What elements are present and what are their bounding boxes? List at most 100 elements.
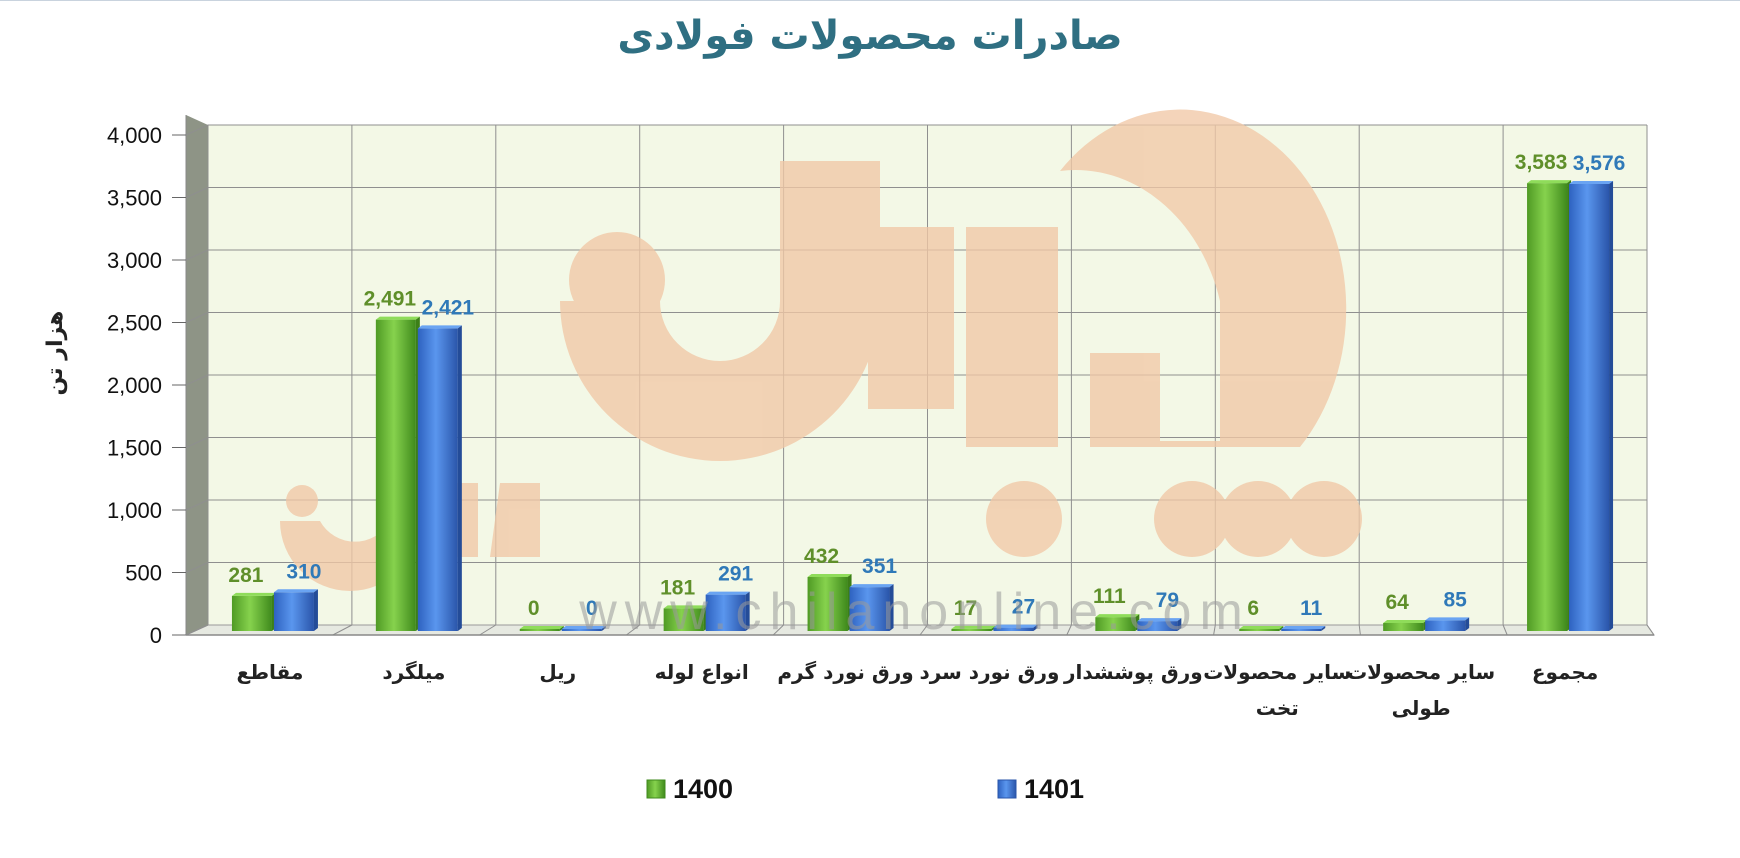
data-label-1400-5: 432 [804,545,839,568]
bar-1401-7-side [1177,618,1182,631]
bar-1400-3-side [559,626,564,631]
data-label-1401-5: 351 [862,555,897,578]
gridline-floor [1358,624,1361,636]
gridline-floor [626,624,641,636]
x-tick-label: سایر محصولات [1203,660,1351,684]
bar-1400-8 [1239,629,1280,631]
bar-1401-6-side [1033,624,1038,631]
chart-title: صادرات محصولات فولادی [617,13,1122,59]
gridline-wall [185,374,209,386]
bar-1401-2-top [417,325,462,329]
bar-1400-5 [807,577,848,631]
x-tick-label: ریل [539,660,576,684]
bar-1400-10 [1527,183,1568,631]
bar-1401-10 [1569,184,1610,631]
data-label-1400-6: 17 [954,597,977,620]
legend-label-1401: 1401 [1024,774,1084,804]
data-label-1401-6: 27 [1012,596,1035,619]
data-label-1401-10: 3,576 [1573,152,1626,175]
bar-1400-10-top [1527,180,1572,184]
gridline-wall [185,187,209,198]
gridline-wall [185,562,209,573]
bar-1401-1 [273,592,314,631]
gridline-floor [1066,624,1072,636]
gridline-wall [185,312,209,323]
bar-1401-1-top [273,589,318,593]
x-tick-label: مجموع [1532,660,1598,684]
bar-1401-8 [1281,629,1322,631]
data-label-1400-1: 281 [228,564,263,587]
gridline-floor [919,624,928,636]
gridline-floor [479,624,497,636]
bar-1401-3 [561,629,602,631]
bar-1401-9 [1425,620,1466,631]
bar-1401-10-side [1609,181,1614,631]
x-tick-label: ورق پوششدار [1063,660,1203,685]
bar-1401-9-side [1465,617,1470,631]
bar-1400-4 [663,608,704,631]
bar-1401-6 [993,627,1034,631]
data-label-1400-10: 3,583 [1515,151,1568,174]
gridline-floor [1502,624,1508,636]
y-axis-label: هزار تن [43,311,68,396]
bar-1400-6 [951,628,992,631]
bar-1400-4-top [663,605,708,609]
data-label-1400-4: 181 [660,576,695,599]
data-label-1401-3: 0 [586,597,598,620]
bar-1401-3-side [601,626,606,631]
data-labels-group: 281 310 2,491 2,421 0 0 181 291 432 351 17 27 111 79 6… [228,151,1625,620]
bar-1400-2-top [375,316,420,320]
bar-1400-1-top [231,592,276,596]
gridline-floor [772,624,784,636]
y-tick-label: 3,000 [107,248,162,273]
bars-group [231,180,1614,631]
bar-1401-10-top [1569,181,1614,184]
plot-side-wall [186,115,208,635]
x-tick-label: سایر محصولات [1347,660,1495,684]
bar-1401-5-top [849,584,894,588]
bar-1401-5-side [889,584,894,631]
bar-1401-9-top [1425,617,1470,621]
gridline-floor [1213,624,1216,636]
y-tick-label: 2,000 [107,373,162,398]
data-label-1400-3: 0 [528,597,540,620]
bar-1401-3-top [561,626,606,629]
bar-1401-1-side [313,589,318,631]
bar-1401-8-top [1281,626,1326,629]
bar-1400-9-top [1383,620,1428,623]
gridline-wall [185,249,209,261]
bar-1400-3-top [519,626,564,629]
bar-1401-5 [849,587,890,631]
bar-1400-2 [375,319,416,631]
legend-swatch-1401 [997,779,1017,799]
data-label-1401-8: 11 [1300,597,1323,620]
data-label-1401-4: 291 [718,563,753,586]
data-label-1401-1: 310 [286,560,321,583]
x-tick-label: ورق نورد سرد [919,660,1059,684]
bar-1401-2-side [457,325,462,631]
x-tick-label: میلگرد [382,660,445,684]
bar-1401-2 [417,328,458,631]
data-label-1400-9: 64 [1385,591,1409,614]
watermark-text: www.chilanonline.com [578,583,1251,641]
y-tick-label: 1,500 [107,436,162,461]
bar-1401-4 [705,594,746,631]
bar-1400-8-side [1279,626,1284,631]
bar-1400-9 [1383,623,1424,631]
data-label-1400-7: 111 [1093,585,1126,608]
y-tick-label: 1,000 [107,498,162,523]
x-tick-label: مقاطع [237,660,304,684]
y-tick-label: 500 [125,561,162,586]
legend-swatch-1400 [646,779,666,799]
data-label-1400-2: 2,491 [364,288,417,311]
data-label-1401-9: 85 [1443,588,1467,611]
legend: 1400 1401 [646,774,1084,804]
x-tick-label: تخت [1256,696,1299,720]
data-label-1401-7: 79 [1156,589,1179,612]
bar-1401-8-side [1321,626,1326,631]
bar-1400-6-top [951,625,996,629]
bar-1400-3 [519,629,560,631]
x-axis-ticks: مقاطع میلگرد ریل انواع لوله ورق نورد گرم ورق … [237,660,1599,720]
